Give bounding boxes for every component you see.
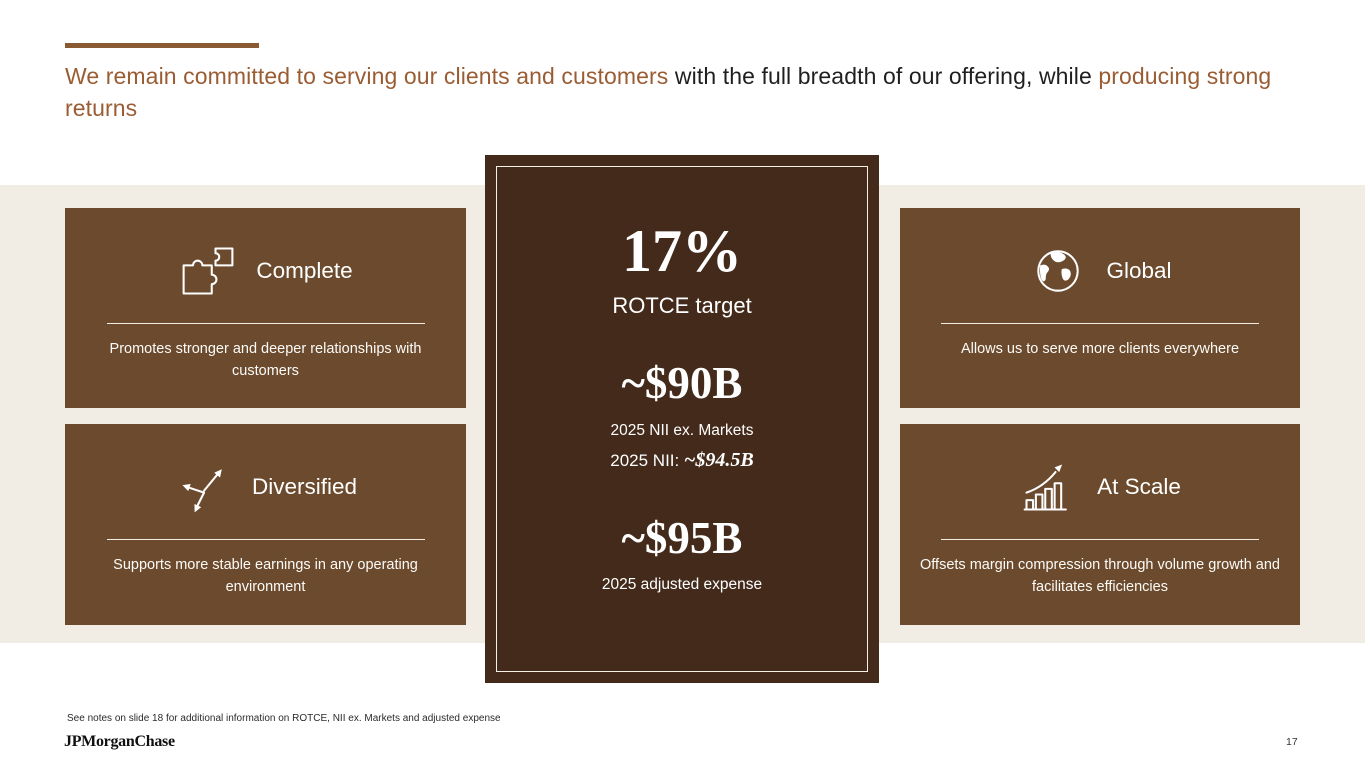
card-at-scale-body: Offsets margin compression through volum… <box>920 557 1280 595</box>
title-accent-line <box>65 43 259 48</box>
card-at-scale-title: At Scale <box>1097 474 1181 499</box>
jpmorganchase-logo: JPMorganChase <box>64 733 175 750</box>
card-global-divider <box>941 323 1259 324</box>
card-at-scale-header: At Scale <box>1019 456 1181 518</box>
nii-subline-prefix: 2025 NII: <box>610 451 684 470</box>
card-at-scale: At Scale Offsets margin compression thro… <box>900 424 1300 625</box>
branch-arrows-icon <box>174 457 234 517</box>
nii-subline-value: ~$94.5B <box>683 449 754 471</box>
card-complete-divider <box>106 323 425 324</box>
slide-title: We remain committed to serving our clien… <box>65 61 1290 124</box>
nii-value: ~$90B <box>621 358 743 408</box>
card-global-header: Global <box>1028 240 1172 302</box>
center-panel-content: 17% ROTCE target ~$90B 2025 NII ex. Mark… <box>485 155 879 683</box>
card-diversified-divider <box>106 539 425 540</box>
nii-label: 2025 NII ex. Markets <box>610 422 754 439</box>
puzzle-icon <box>178 241 238 301</box>
card-diversified-header: Diversified <box>174 456 357 518</box>
card-diversified-body: Supports more stable earnings in any ope… <box>113 557 418 595</box>
rotce-target-label: ROTCE target <box>612 293 752 318</box>
card-complete-title: Complete <box>256 258 353 283</box>
title-highlight-2: producing strong returns <box>65 63 1272 121</box>
card-complete-body: Promotes stronger and deeper relationshi… <box>109 341 422 379</box>
card-at-scale-divider <box>941 539 1259 540</box>
card-diversified-title: Diversified <box>251 474 358 499</box>
center-stats-panel: 17% ROTCE target ~$90B 2025 NII ex. Mark… <box>485 155 879 683</box>
expense-value: ~$95B <box>621 513 743 563</box>
rotce-target-value: 17% <box>622 218 742 284</box>
card-diversified: Diversified Supports more stable earning… <box>65 424 466 625</box>
title-plain: with the full breadth of our offering, w… <box>668 63 1099 89</box>
card-global-title: Global <box>1106 258 1172 283</box>
globe-icon <box>1028 241 1088 301</box>
title-highlight-1: We remain committed to serving our clien… <box>65 63 669 89</box>
footnote: See notes on slide 18 for additional inf… <box>67 713 501 724</box>
card-global: Global Allows us to serve more clients e… <box>900 208 1300 408</box>
page-number: 17 <box>1286 736 1298 748</box>
card-complete: Complete Promotes stronger and deeper re… <box>65 208 466 408</box>
expense-label: 2025 adjusted expense <box>601 576 763 593</box>
nii-subline: 2025 NII: ~$94.5B <box>610 449 753 472</box>
growth-chart-icon <box>1019 457 1079 517</box>
card-complete-header: Complete <box>178 240 353 302</box>
card-global-body: Allows us to serve more clients everywhe… <box>960 341 1240 357</box>
